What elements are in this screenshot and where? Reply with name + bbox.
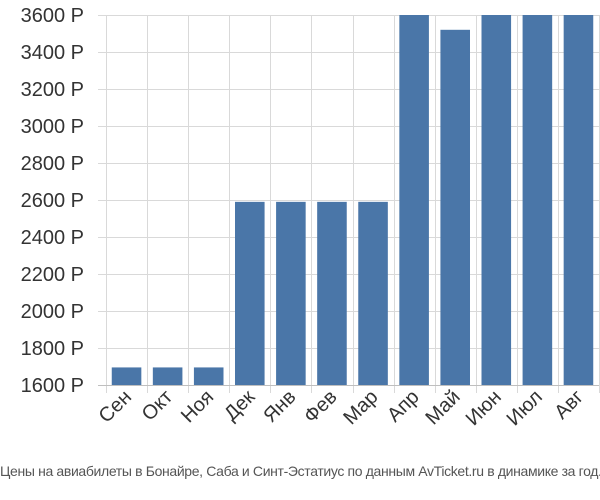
bars [111,15,594,386]
bar-Авг [563,15,594,385]
x-tick-label: Апр [383,386,424,427]
y-tick-label: 1600 Р [21,375,84,397]
bar-Ноя [193,367,224,385]
x-tick-label: Июл [503,386,547,430]
y-tick-label: 2000 Р [21,301,84,323]
x-tick-label: Ноя [177,386,218,427]
y-tick-label: 2800 Р [21,153,84,175]
x-tick-label: Фев [300,386,342,428]
bar-Окт [152,367,183,385]
y-tick-label: 3200 Р [21,79,84,101]
x-tick-label: Дек [220,386,259,425]
x-tick-label: Май [421,386,464,429]
chart-caption: Цены на авиабилеты в Бонайре, Саба и Син… [0,463,600,479]
x-tick-label: Авг [550,386,588,424]
bar-Янв [276,201,306,385]
x-tick-label: Сен [95,386,136,427]
bar-Сен [111,367,142,385]
bar-Апр [399,15,429,385]
bar-Июл [522,15,553,385]
bar-Май [440,29,470,386]
bar-Дек [235,201,265,385]
y-tick-label: 3000 Р [21,116,84,138]
y-tick-label: 2400 Р [21,227,84,249]
gridlines [98,15,600,393]
y-tick-label: 3400 Р [21,42,84,64]
x-tick-label: Окт [138,386,177,425]
bar-Мар [358,201,388,385]
x-tick-label: Янв [259,386,300,427]
y-tick-label: 2600 Р [21,190,84,212]
bar-Фев [317,201,347,385]
x-tick-label: Июн [462,386,506,430]
bar-Июн [481,15,512,385]
y-tick-label: 3600 Р [21,5,84,27]
y-tick-label: 1800 Р [21,338,84,360]
x-tick-label: Мар [339,386,382,429]
y-tick-label: 2200 Р [21,264,84,286]
y-axis-labels: 1600 Р 1800 Р 2000 Р 2200 Р 2400 Р 2600 Р 2800… [21,5,84,397]
